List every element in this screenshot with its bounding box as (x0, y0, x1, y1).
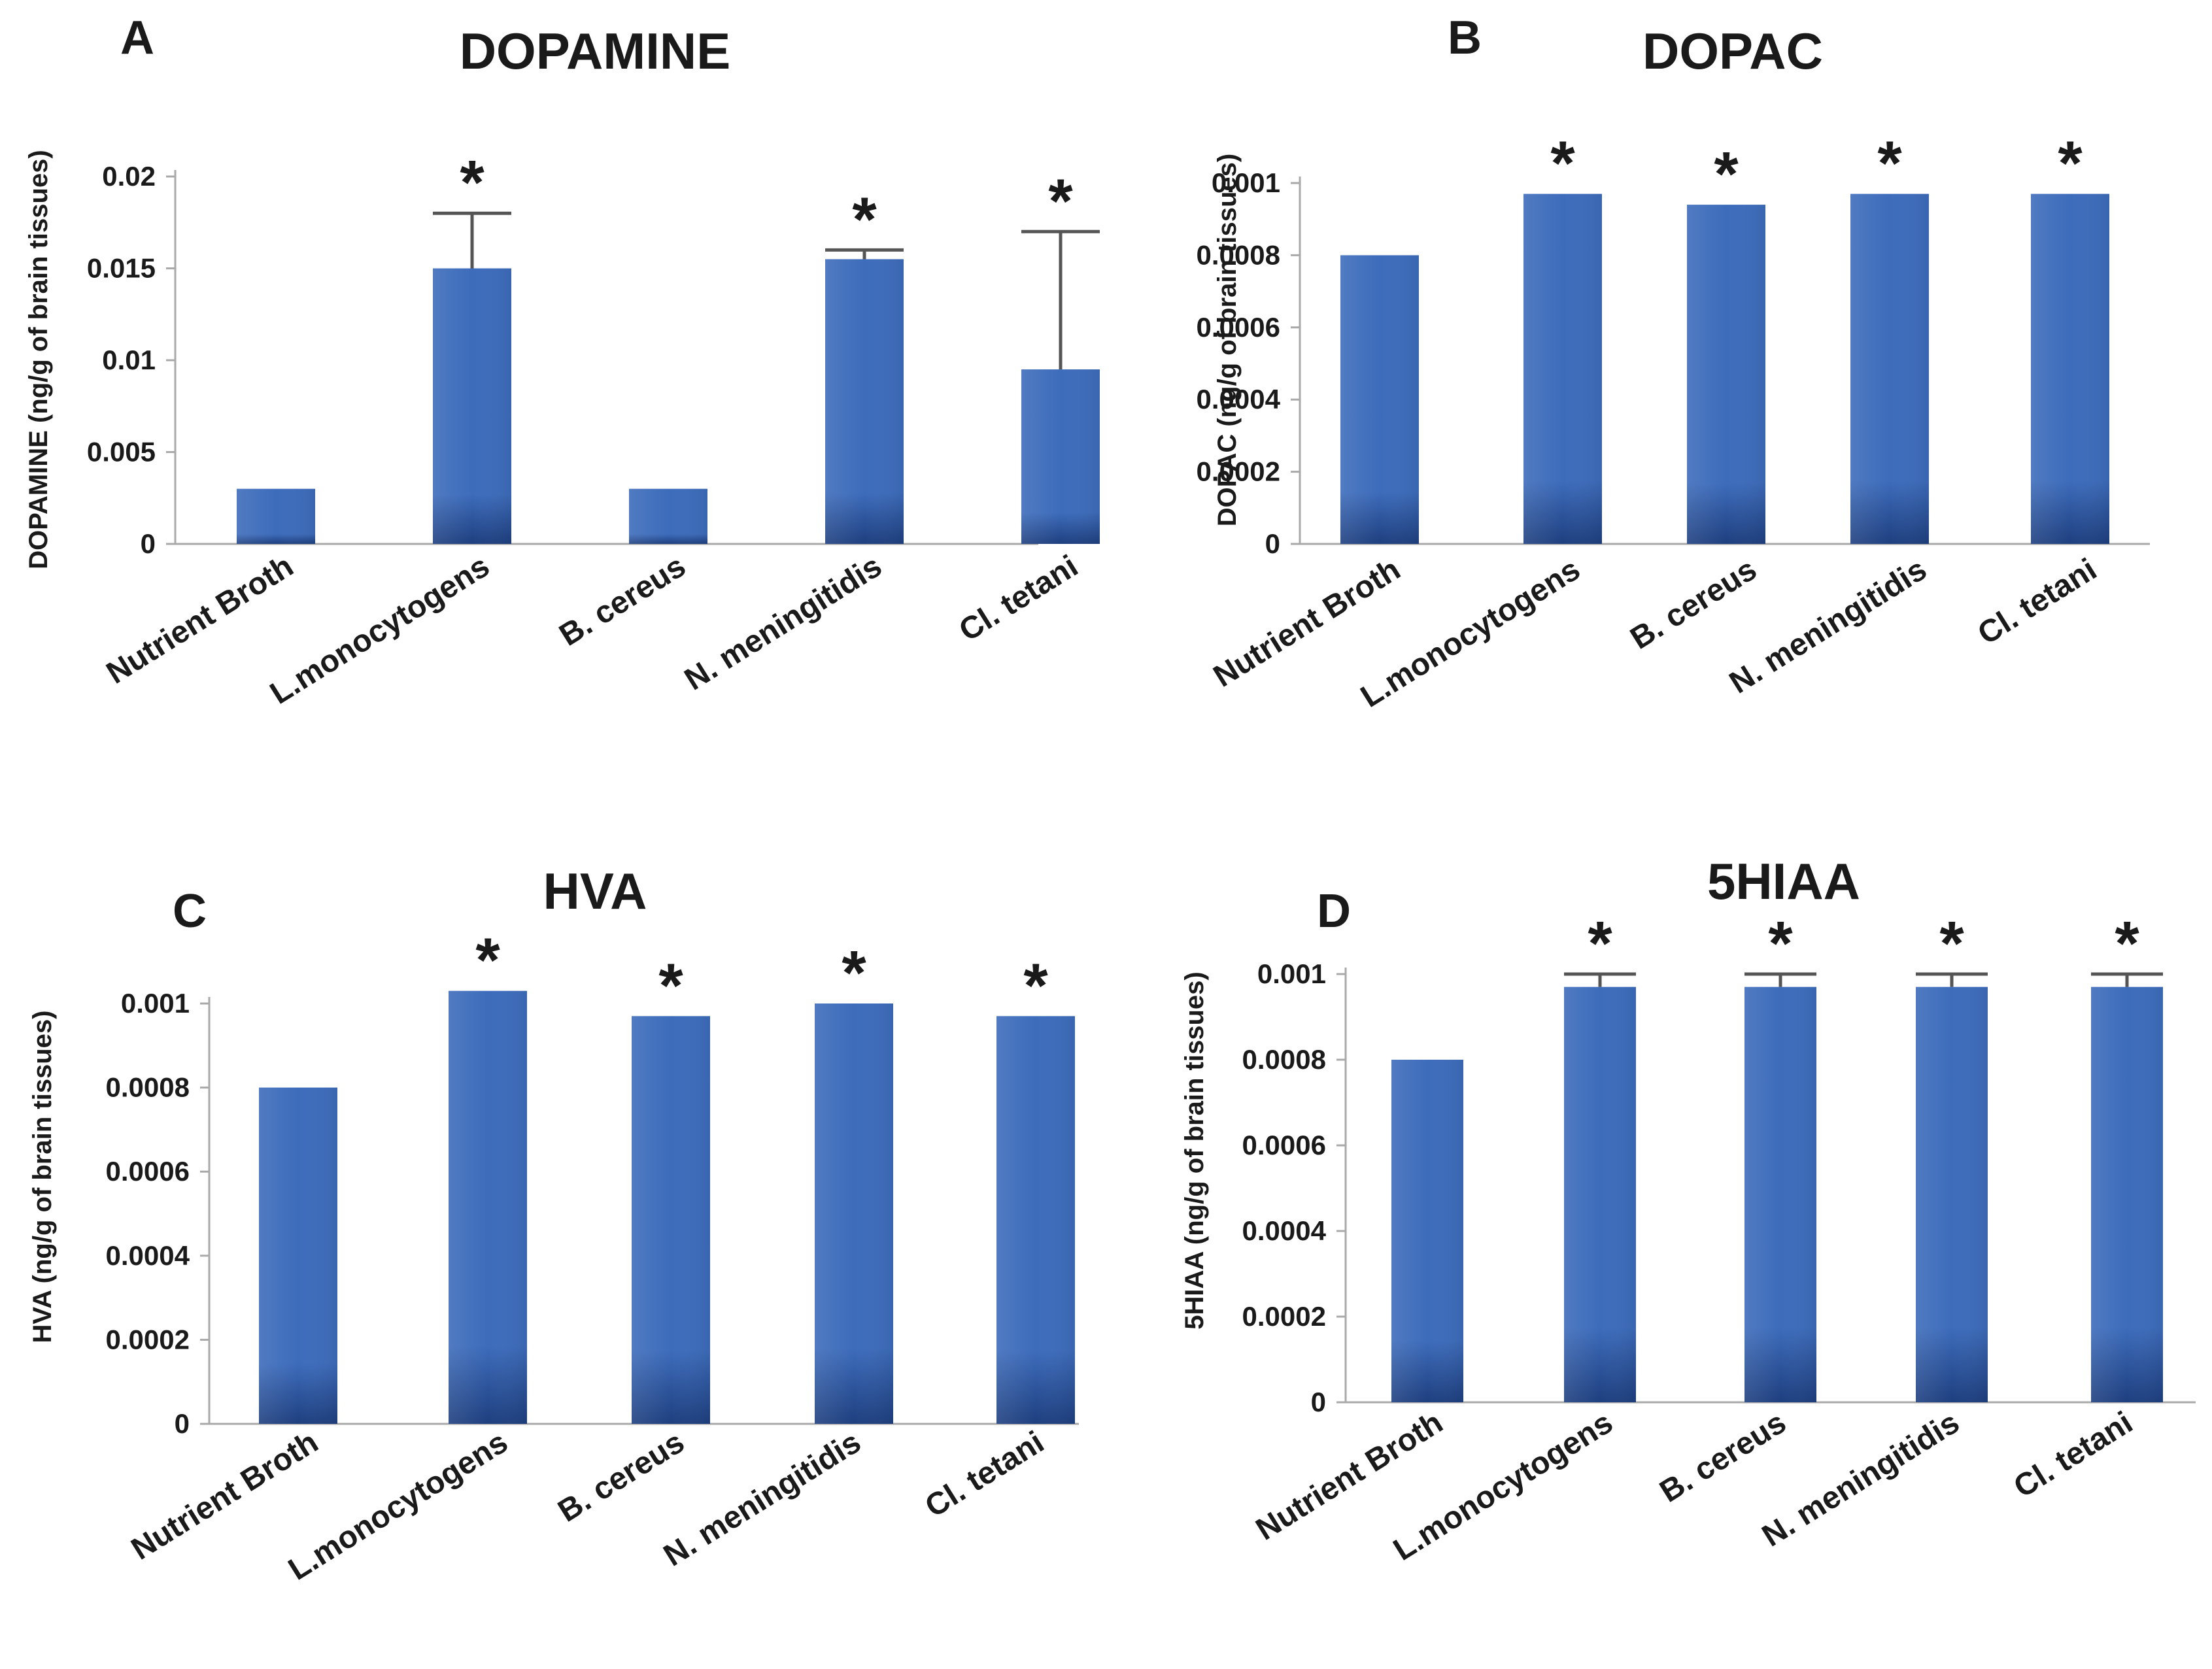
panel-b-y-tick-label: 0.0006 (1197, 312, 1280, 343)
panel-d-y-tick-label: 0.0004 (1242, 1215, 1327, 1246)
panel-c-y-tick-label: 0.0004 (106, 1240, 190, 1271)
panel-a-y-tick-label: 0.01 (102, 345, 156, 375)
panel-a-letter: A (120, 12, 154, 64)
panel-a-bar-shade (825, 259, 904, 544)
panel-d-y-tick-label: 0.001 (1257, 958, 1326, 989)
panel-c-bar-shade (259, 1087, 337, 1424)
panel-a-category-label: L.monocytogens (264, 548, 496, 711)
panel-b-significance-star: * (1714, 139, 1739, 209)
panel-c-significance-star: * (1023, 951, 1048, 1020)
panel-b-significance-star: * (2058, 129, 2083, 199)
panel-d-category-label: B. cereus (1654, 1405, 1792, 1509)
panel-c-significance-star: * (842, 938, 866, 1008)
panel-b-y-tick-label: 0 (1265, 528, 1280, 559)
panel-a-significance-star: * (852, 184, 877, 254)
panel-b-bar-shade (1523, 194, 1602, 544)
panel-b-y-tick-label: 0.001 (1212, 167, 1280, 198)
panel-d-y-tick-label: 0.0002 (1242, 1301, 1326, 1332)
panel-b-category-label: Cl. tetani (1972, 552, 2103, 651)
panel-c-bar-shade (449, 990, 527, 1424)
panel-c-significance-star: * (658, 951, 683, 1020)
panel-b-title: DOPAC (1642, 22, 1823, 80)
panel-d-bar-shade (1744, 986, 1816, 1402)
panel-a-bar-shade (1021, 369, 1100, 544)
panel-c-y-tick-label: 0.0008 (106, 1072, 190, 1103)
panel-b-bar-shade (2031, 194, 2109, 544)
panel-c-y-tick-label: 0.0002 (106, 1324, 190, 1355)
panel-a-y-tick-label: 0 (141, 528, 156, 559)
panel-c-category-label: B. cereus (552, 1425, 690, 1528)
panel-d: D 5HIAA 5HIAA (ng/g of brain tissues) 0 0.00… (1180, 852, 2196, 1568)
panel-b-y-tick-label: 0.0002 (1197, 456, 1280, 487)
panel-c-category-label: Cl. tetani (919, 1425, 1050, 1524)
panel-d-y-tick-label: 0.0006 (1242, 1130, 1326, 1160)
panel-c-y-tick-label: 0 (175, 1408, 190, 1439)
panel-a-y-tick-label: 0.015 (87, 253, 156, 284)
panel-a-significance-star: * (460, 148, 485, 218)
panel-c-title: HVA (543, 862, 647, 920)
panel-c-bar-shade (996, 1016, 1075, 1424)
panel-a-y-axis-label: DOPAMINE (ng/g of brain tissues) (24, 150, 53, 569)
panel-b-bar-shade (1687, 205, 1765, 544)
panel-d-letter: D (1317, 885, 1351, 937)
panel-b-y-tick-label: 0.0004 (1197, 384, 1281, 414)
panel-b-category-label: B. cereus (1624, 552, 1762, 656)
panel-d-bar-shade (2091, 986, 2163, 1402)
panel-a-bar-shade (629, 488, 707, 544)
panel-c-category-label: Nutrient Broth (126, 1425, 324, 1566)
panel-b-bar-shade (1340, 255, 1419, 544)
panel-d-significance-star: * (1768, 909, 1793, 979)
panel-c-bar-shade (815, 1003, 893, 1424)
panel-a-y-tick-label: 0.005 (87, 437, 156, 467)
panel-d-title: 5HIAA (1707, 852, 1860, 910)
panel-a-category-label: B. cereus (553, 548, 691, 652)
panel-c-letter: C (173, 885, 207, 937)
panel-a-y-tick-label: 0.02 (102, 161, 156, 192)
panel-d-significance-star: * (1588, 909, 1612, 979)
panel-b-significance-star: * (1550, 129, 1575, 199)
panel-a: A DOPAMINE DOPAMINE (ng/g of brain tissues… (24, 12, 1100, 711)
panel-a-bar-shade (237, 488, 315, 544)
panel-b-y-axis-label: DOPAC (ng/g of brain tissues) (1213, 154, 1242, 526)
panel-b-letter: B (1448, 12, 1482, 64)
panel-b: B DOPAC DOPAC (ng/g of brain tissues) 0 0.00… (1197, 12, 2150, 715)
panel-c-y-tick-label: 0.0006 (106, 1156, 190, 1187)
panel-d-y-axis-label: 5HIAA (ng/g of brain tissues) (1180, 971, 1209, 1329)
panel-d-significance-star: * (1939, 909, 1964, 979)
panel-d-bar-shade (1564, 986, 1636, 1402)
panel-a-category-label: N. meningitidis (679, 548, 888, 697)
panel-a-significance-star: * (1048, 166, 1073, 236)
panel-c-category-label: N. meningitidis (658, 1425, 867, 1573)
panel-d-category-label: Cl. tetani (2008, 1405, 2139, 1504)
panel-c: C HVA HVA (ng/g of brain tissues) 0 0.0002 0.… (28, 862, 1079, 1587)
panel-a-category-label: Cl. tetani (953, 548, 1084, 648)
panel-c-y-tick-label: 0.001 (121, 988, 190, 1019)
panel-a-category-label: Nutrient Broth (101, 548, 299, 690)
panel-d-y-tick-label: 0.0008 (1242, 1044, 1326, 1075)
panel-a-title: DOPAMINE (460, 22, 731, 80)
panel-d-bar-shade (1391, 1060, 1463, 1402)
panel-b-significance-star: * (1877, 129, 1902, 199)
panel-c-bar-shade (632, 1016, 710, 1424)
panel-b-bar-shade (1850, 194, 1929, 544)
panel-a-bar-shade (433, 268, 511, 544)
panel-d-significance-star: * (2115, 909, 2139, 979)
panel-c-y-axis-label: HVA (ng/g of brain tissues) (28, 1011, 57, 1343)
panel-c-significance-star: * (475, 926, 500, 996)
panel-b-y-tick-label: 0.0008 (1197, 239, 1280, 270)
panel-d-y-tick-label: 0 (1311, 1387, 1326, 1417)
panel-d-bar-shade (1916, 986, 1988, 1402)
